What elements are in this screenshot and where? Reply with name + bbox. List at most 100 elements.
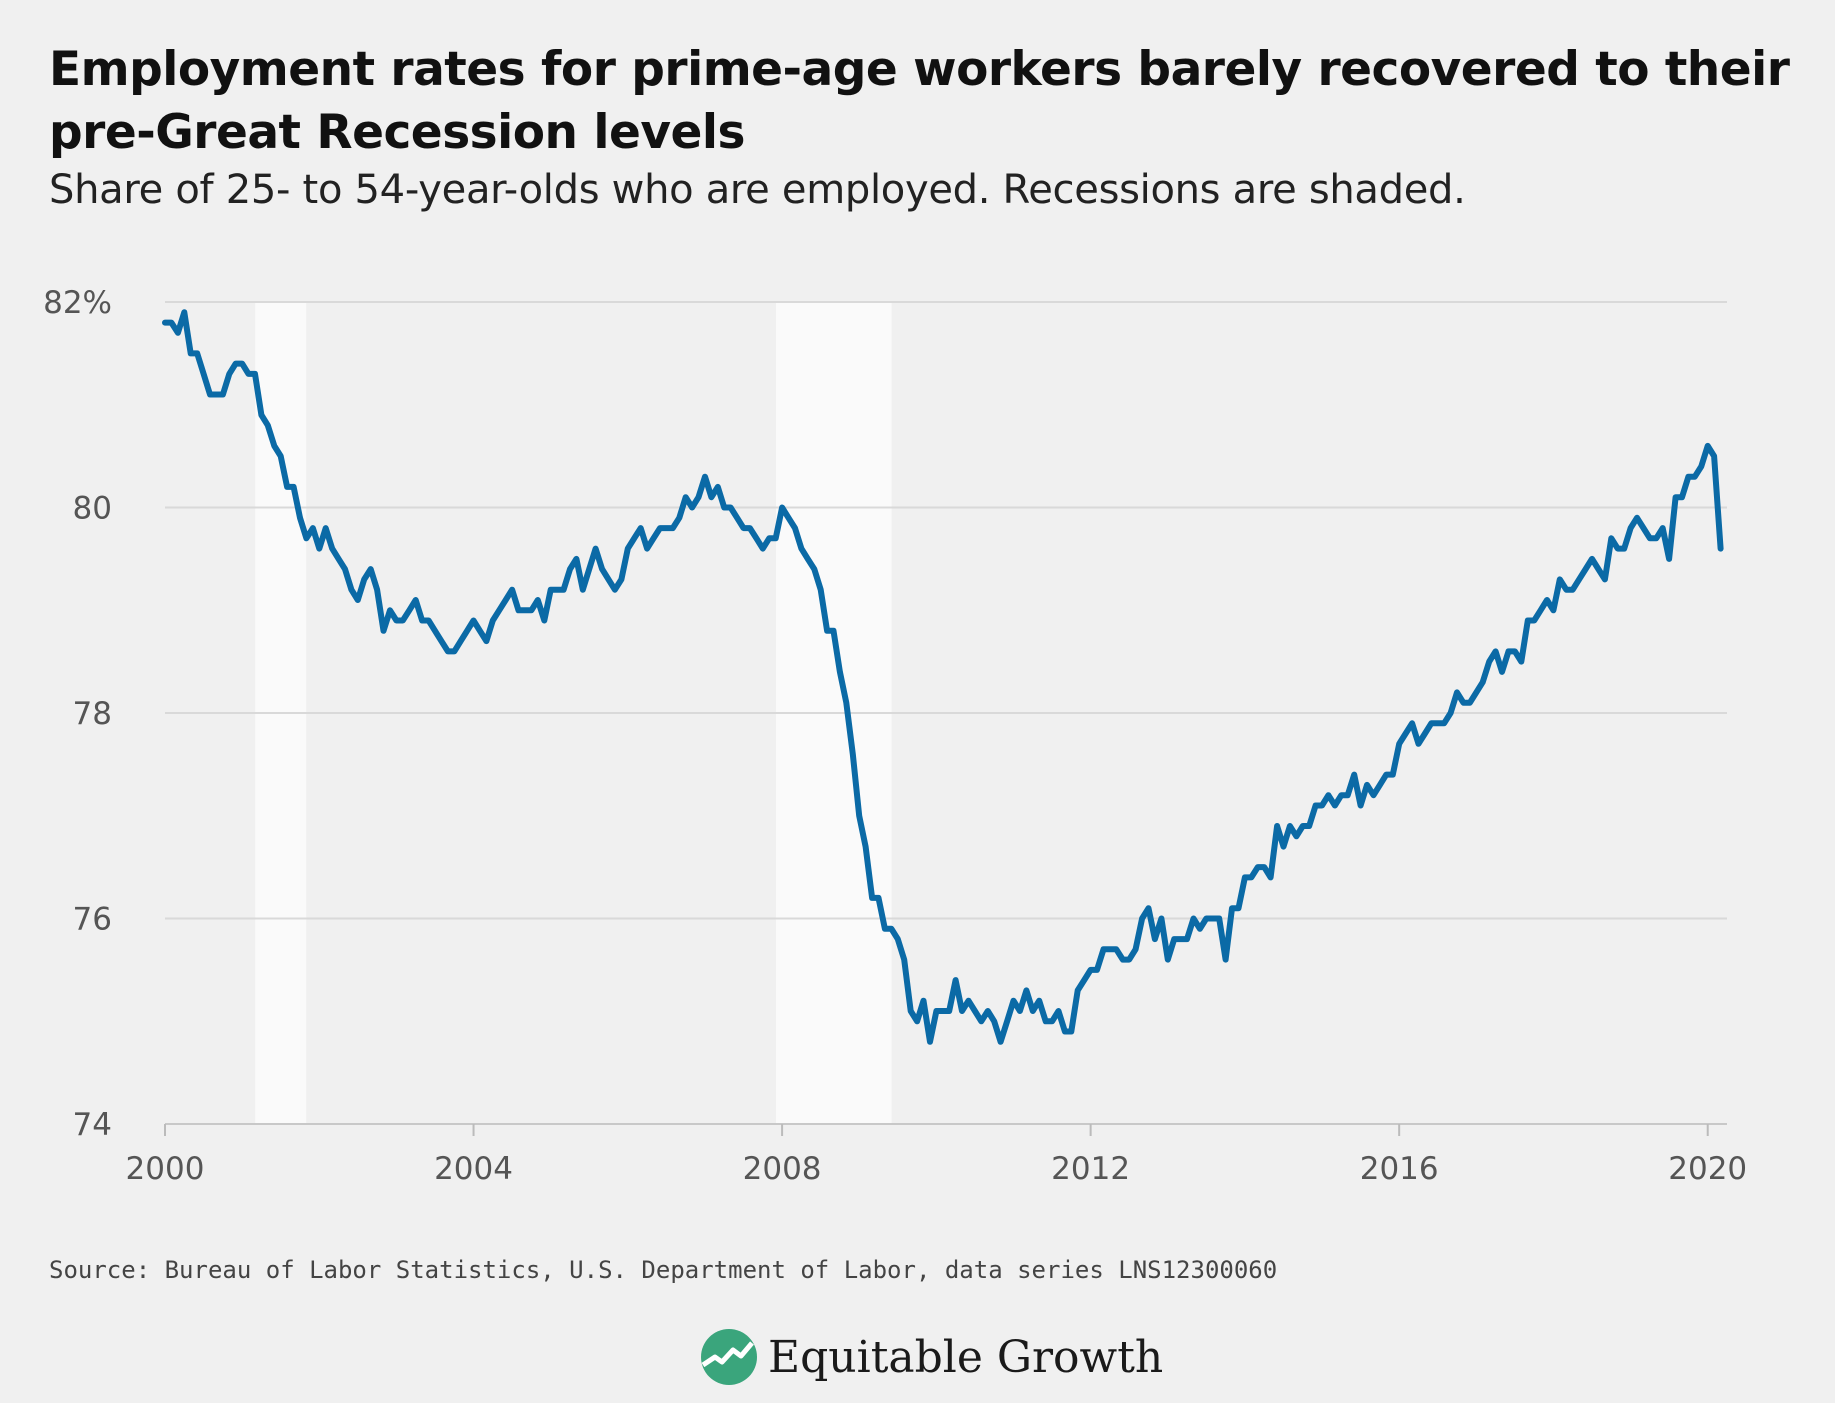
data-point xyxy=(361,576,367,582)
data-point xyxy=(1146,905,1152,911)
data-point xyxy=(657,525,663,531)
data-point xyxy=(445,648,451,654)
data-point xyxy=(1017,1008,1023,1014)
data-point xyxy=(741,525,747,531)
data-point xyxy=(239,361,245,367)
data-point xyxy=(1248,874,1254,880)
y-tick-label: 78 xyxy=(73,696,112,732)
data-point xyxy=(316,546,322,552)
data-point xyxy=(1113,946,1119,952)
data-point xyxy=(760,546,766,552)
data-point xyxy=(1158,916,1164,922)
data-point xyxy=(1550,607,1556,613)
data-point xyxy=(535,597,541,603)
brand-name: Equitable Growth xyxy=(768,1331,1164,1383)
data-point xyxy=(863,844,869,850)
data-point xyxy=(503,597,509,603)
data-point xyxy=(387,607,393,613)
y-tick-label: 76 xyxy=(73,902,112,938)
data-point xyxy=(1281,844,1287,850)
x-tick-label: 2012 xyxy=(1051,1151,1130,1187)
x-tick-label: 2008 xyxy=(743,1151,822,1187)
data-point xyxy=(1608,535,1614,541)
data-point xyxy=(1557,576,1563,582)
data-point xyxy=(811,566,817,572)
data-point xyxy=(1191,916,1197,922)
data-point xyxy=(1236,905,1242,911)
data-point xyxy=(1030,1008,1036,1014)
data-point xyxy=(837,669,843,675)
data-point xyxy=(876,895,882,901)
data-point xyxy=(1197,926,1203,932)
series-line xyxy=(162,309,1724,1045)
data-point xyxy=(882,926,888,932)
data-point xyxy=(1011,998,1017,1004)
data-point xyxy=(291,484,297,490)
data-point xyxy=(516,607,522,613)
data-point xyxy=(901,957,907,963)
x-tick-label: 2000 xyxy=(126,1151,205,1187)
data-point xyxy=(1641,525,1647,531)
data-point xyxy=(1653,535,1659,541)
data-point xyxy=(1621,546,1627,552)
data-point xyxy=(1152,936,1158,942)
data-point xyxy=(400,618,406,624)
data-point xyxy=(1216,916,1222,922)
data-point xyxy=(998,1039,1004,1045)
data-point xyxy=(342,566,348,572)
data-point xyxy=(696,494,702,500)
data-point xyxy=(1615,546,1621,552)
data-point xyxy=(541,618,547,624)
data-point xyxy=(1711,453,1717,459)
data-point xyxy=(213,392,219,398)
data-point xyxy=(1660,525,1666,531)
x-tick-label: 2016 xyxy=(1360,1151,1439,1187)
data-point xyxy=(278,453,284,459)
data-point xyxy=(663,525,669,531)
data-point xyxy=(1538,607,1544,613)
data-point xyxy=(612,587,618,593)
data-point xyxy=(1338,792,1344,798)
data-point xyxy=(1698,463,1704,469)
data-point xyxy=(258,412,264,418)
data-point xyxy=(162,320,168,326)
data-point xyxy=(966,998,972,1004)
data-point xyxy=(670,525,676,531)
data-point xyxy=(1171,936,1177,942)
data-point xyxy=(908,1008,914,1014)
data-point xyxy=(631,535,637,541)
data-point xyxy=(580,587,586,593)
data-point xyxy=(1705,443,1711,449)
data-point xyxy=(573,556,579,562)
data-point xyxy=(1345,792,1351,798)
data-point xyxy=(766,535,772,541)
x-axis-ticks: 2000 2004 2008 2012 2016 2020 xyxy=(126,1124,1747,1187)
data-point xyxy=(1088,967,1094,973)
source-note: Source: Bureau of Labor Statistics, U.S.… xyxy=(49,1256,1278,1284)
data-point xyxy=(869,895,875,901)
data-point xyxy=(651,535,657,541)
data-point xyxy=(1293,833,1299,839)
y-tick-label: 82% xyxy=(43,285,112,321)
data-point xyxy=(1081,977,1087,983)
data-point xyxy=(1499,669,1505,675)
data-point xyxy=(798,546,804,552)
data-point xyxy=(323,525,329,531)
data-point xyxy=(618,576,624,582)
data-point xyxy=(1036,998,1042,1004)
data-point xyxy=(1602,576,1608,582)
data-point xyxy=(1518,659,1524,665)
data-point xyxy=(1133,946,1139,952)
data-point xyxy=(1229,905,1235,911)
data-point xyxy=(1210,916,1216,922)
data-point xyxy=(1416,741,1422,747)
data-point xyxy=(1101,946,1107,952)
data-point xyxy=(689,505,695,511)
data-point xyxy=(1325,792,1331,798)
data-point xyxy=(477,628,483,634)
data-point xyxy=(708,494,714,500)
data-point xyxy=(644,546,650,552)
data-point xyxy=(1544,597,1550,603)
data-point xyxy=(1422,731,1428,737)
data-point xyxy=(946,1008,952,1014)
